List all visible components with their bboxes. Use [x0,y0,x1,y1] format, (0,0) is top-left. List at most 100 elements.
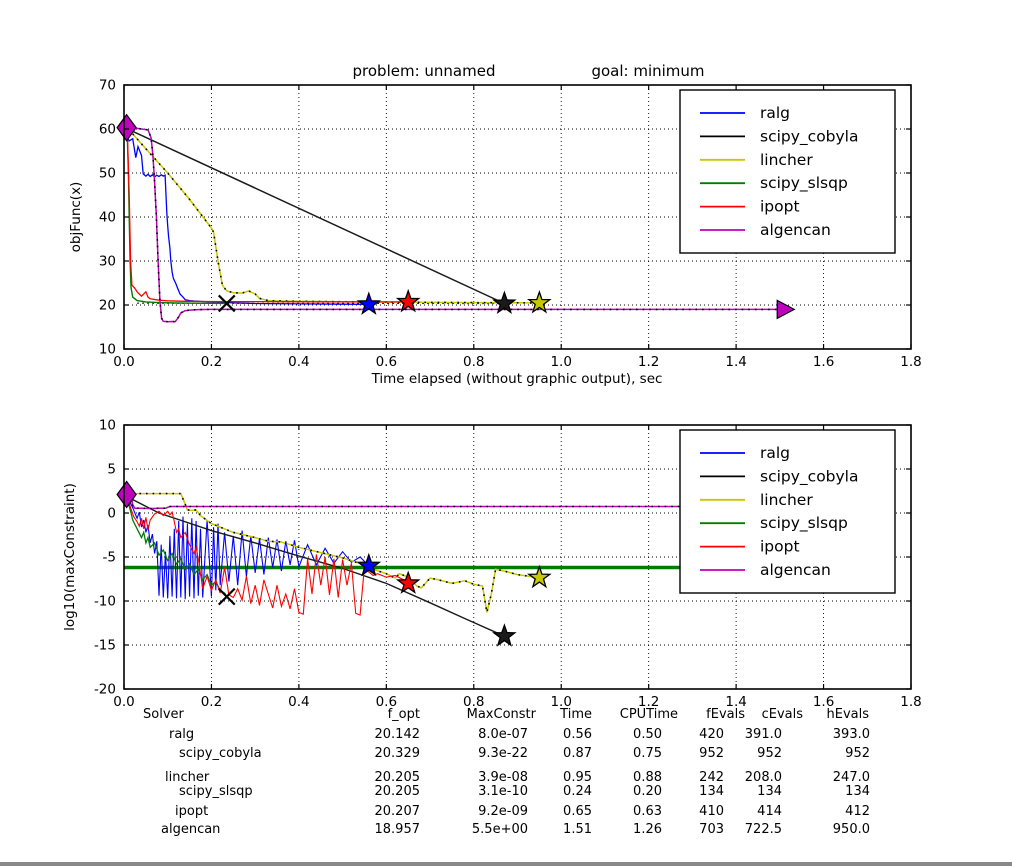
scipy_cobyla-end-star-marker [494,625,515,645]
table-header-cEvals: cEvals [762,707,804,722]
table-row-solver-name: lincher [165,770,210,785]
table-cell: 393.0 [833,727,870,742]
table-header-f_opt: f_opt [388,707,420,722]
y-tick-label: 70 [99,78,116,94]
table-cell: 20.205 [375,770,421,785]
x-tick-label: 1.2 [638,354,659,370]
y-tick-label: 60 [99,122,116,138]
y-tick-label: 0 [107,506,116,522]
legend-label-scipy_slsqp: scipy_slsqp [760,174,848,193]
y-tick-label: 50 [99,166,116,182]
legend-label-scipy_cobyla: scipy_cobyla [760,467,859,486]
lincher-end-star-marker [529,567,550,587]
table-cell: 18.957 [375,822,421,837]
x-tick-label: 0.2 [201,694,222,710]
x-tick-label: 1.8 [900,354,921,370]
table-cell: 8.0e-07 [478,727,528,742]
x-tick-label: 0.0 [113,694,134,710]
table-cell: 134 [699,784,724,799]
table-header-solver: Solver [143,707,185,722]
table-header-MaxConstr: MaxConstr [467,707,537,722]
series-ipopt-line [126,129,409,302]
table-cell: 3.9e-08 [478,770,528,785]
y-tick-label: -20 [94,682,116,698]
x-tick-label: 1.6 [813,354,834,370]
table-cell: 0.95 [563,770,592,785]
table-cell: 391.0 [745,727,782,742]
table-cell: 0.75 [633,746,662,761]
table-row-solver-name: scipy_slsqp [179,784,253,799]
series-scipy_cobyla-line [126,128,505,303]
table-cell: 0.56 [563,727,592,742]
table-cell: 1.51 [563,822,592,837]
y-tick-label: -5 [103,550,116,566]
table-cell: 0.63 [633,804,662,819]
table-header-hEvals: hEvals [827,707,870,722]
table-cell: 414 [757,804,782,819]
y-tick-label: 10 [99,418,116,434]
table-cell: 20.205 [375,784,421,799]
x-tick-label: 1.0 [550,354,571,370]
series-lincher-dots [128,129,539,303]
table-row-solver-name: ipopt [175,804,208,819]
y-tick-label: -15 [94,638,116,654]
table-header-CPUTime: CPUTime [620,707,678,722]
table-cell: 0.88 [633,770,662,785]
legend-label-lincher: lincher [760,151,813,169]
table-cell: 950.0 [833,822,870,837]
y-tick-label: 40 [99,210,116,226]
table-cell: 0.50 [633,727,662,742]
table-cell: 9.2e-09 [478,804,528,819]
y-tick-label: 20 [99,298,116,314]
table-cell: 952 [757,746,782,761]
table-header-Time: Time [559,707,592,722]
table-cell: 412 [845,804,870,819]
legend-label-lincher: lincher [760,491,813,509]
table-cell: 5.5e+00 [472,822,528,837]
legend-label-ralg: ralg [760,444,790,462]
series-lincher-line [128,129,539,303]
x-tick-label: 0.6 [376,354,397,370]
table-cell: 0.20 [633,784,662,799]
legend-label-ipopt: ipopt [760,198,800,216]
series-ralg-line [127,136,369,305]
table-cell: 0.24 [563,784,592,799]
y-tick-label: 30 [99,254,116,270]
top-xlabel: Time elapsed (without graphic output), s… [371,371,663,387]
x-tick-label: 0.0 [113,354,134,370]
table-cell: 952 [845,746,870,761]
legend-label-ralg: ralg [760,104,790,122]
table-cell: 3.1e-10 [478,784,528,799]
table-cell: 20.207 [375,804,421,819]
ipopt-end-star-marker [398,291,419,311]
x-tick-label: 0.4 [288,354,309,370]
algencan-start-diamond-marker [117,482,136,508]
x-tick-label: 0.8 [463,354,484,370]
x-tick-label: 0.4 [288,694,309,710]
x-tick-label: 1.8 [900,694,921,710]
ralg-end-star-marker [358,293,379,313]
table-header-fEvals: fEvals [706,707,745,722]
legend-label-scipy_slsqp: scipy_slsqp [760,514,848,533]
table-row-solver-name: algencan [161,822,220,837]
table-cell: 410 [699,804,724,819]
legend-label-algencan: algencan [760,221,831,239]
table-cell: 9.3e-22 [478,746,528,761]
y-tick-label: 5 [107,462,116,478]
top-ylabel: objFunc(x) [68,182,84,253]
table-cell: 722.5 [745,822,782,837]
table-cell: 20.142 [375,727,421,742]
table-cell: 242 [699,770,724,785]
table-cell: 420 [699,727,724,742]
table-row-solver-name: ralg [169,727,194,742]
table-cell: 0.87 [563,746,592,761]
table-cell: 208.0 [745,770,782,785]
table-row-solver-name: scipy_cobyla [179,746,262,761]
table-cell: 952 [699,746,724,761]
algencan-end-triangle-marker [777,300,794,318]
algencan-start-diamond-marker [117,115,136,141]
